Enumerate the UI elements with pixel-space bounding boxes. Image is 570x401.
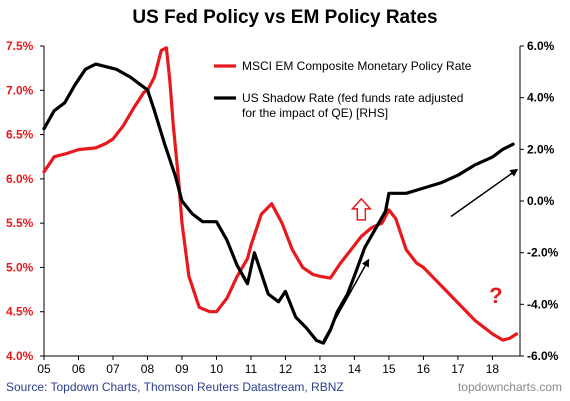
up-arrow-icon bbox=[350, 197, 373, 221]
y-left-tick-label: 4.0% bbox=[6, 349, 34, 363]
chart-title: US Fed Policy vs EM Policy Rates bbox=[132, 7, 437, 28]
y-right-tick-label: 0.0% bbox=[527, 194, 555, 208]
x-tick-label: 18 bbox=[486, 362, 500, 376]
trend-arrow bbox=[322, 258, 370, 341]
x-tick-label: 11 bbox=[245, 362, 258, 376]
source-note: Source: Topdown Charts, Thomson Reuters … bbox=[6, 380, 344, 394]
y-left-tick-label: 6.5% bbox=[6, 128, 34, 142]
axes: 4.0% 4.5% 5.0% 5.5% 6.0% 6.5% 7.0% 7.5% -6.0% -4.… bbox=[6, 39, 559, 376]
y-left-tick-label: 7.5% bbox=[6, 39, 34, 53]
x-tick-label: 07 bbox=[106, 362, 120, 376]
y-left-tick-label: 5.0% bbox=[6, 260, 34, 274]
y-right-tick-label: 2.0% bbox=[527, 142, 555, 156]
y-right-tick-label: -4.0% bbox=[527, 297, 559, 311]
y-right-tick-label: -2.0% bbox=[527, 246, 559, 260]
legend-label: for the impact of QE) [RHS] bbox=[242, 106, 388, 120]
series-line-us-shadow-rate bbox=[42, 62, 515, 345]
x-tick-label: 15 bbox=[382, 362, 396, 376]
x-tick-label: 05 bbox=[37, 362, 51, 376]
x-tick-label: 12 bbox=[279, 362, 293, 376]
legend-label: MSCI EM Composite Monetary Policy Rate bbox=[242, 59, 472, 73]
x-tick-label: 10 bbox=[210, 362, 224, 376]
trend-arrow bbox=[450, 168, 519, 218]
y-left-tick-label: 7.0% bbox=[6, 83, 34, 97]
x-tick-label: 16 bbox=[417, 362, 431, 376]
brand-label: topdowncharts.com bbox=[458, 380, 562, 394]
legend-label: US Shadow Rate (fed funds rate adjusted bbox=[242, 91, 463, 105]
y-left-tick-label: 5.5% bbox=[6, 216, 34, 230]
x-tick-label: 13 bbox=[313, 362, 327, 376]
series-layer bbox=[42, 46, 519, 345]
y-right-tick-label: 4.0% bbox=[527, 91, 555, 105]
annotation-layer: ? bbox=[322, 168, 519, 341]
x-tick-label: 06 bbox=[72, 362, 86, 376]
x-tick-label: 14 bbox=[348, 362, 362, 376]
x-tick-label: 09 bbox=[175, 362, 189, 376]
y-left-tick-label: 6.0% bbox=[6, 172, 34, 186]
x-tick-label: 08 bbox=[141, 362, 155, 376]
y-left-tick-label: 4.5% bbox=[6, 305, 34, 319]
legend: MSCI EM Composite Monetary Policy Rate US… bbox=[214, 59, 472, 120]
question-mark-annotation: ? bbox=[489, 283, 502, 308]
x-tick-label: 17 bbox=[451, 362, 465, 376]
y-right-tick-label: 6.0% bbox=[527, 39, 555, 53]
series-line-msci-em-policy-rate bbox=[42, 46, 519, 342]
y-right-tick-label: -6.0% bbox=[527, 349, 559, 363]
